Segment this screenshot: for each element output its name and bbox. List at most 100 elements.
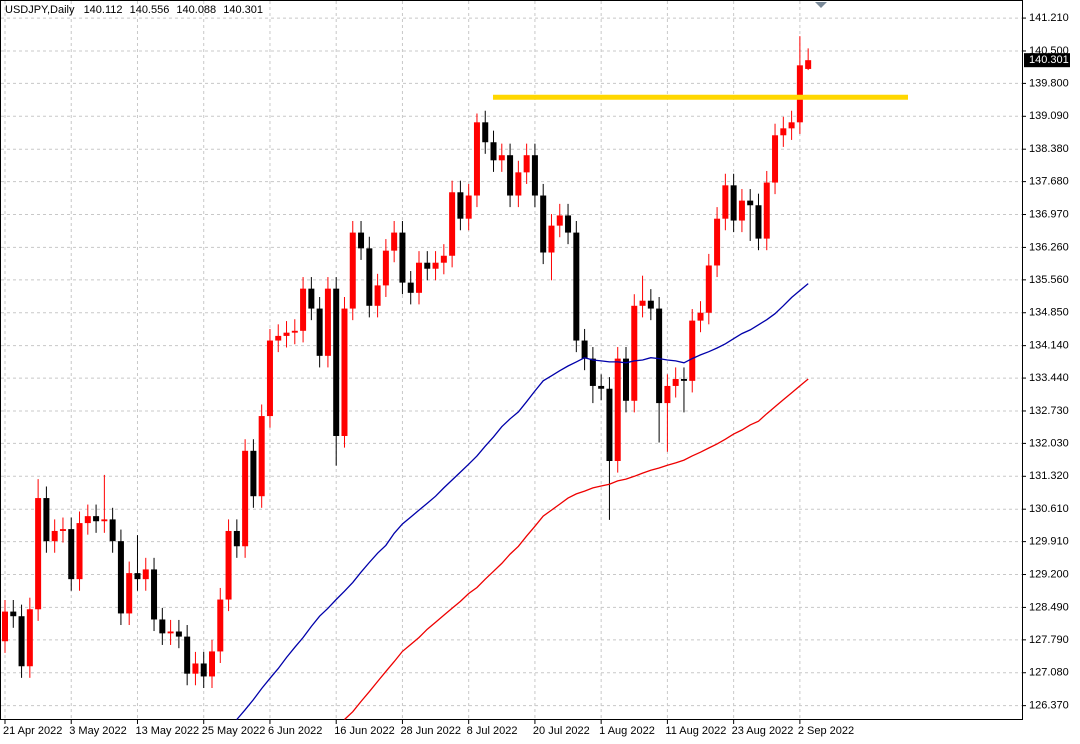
candle-body <box>738 200 745 221</box>
candle-body <box>109 519 116 542</box>
candle-body <box>689 320 696 381</box>
candle-body <box>672 378 679 386</box>
candle-body <box>209 651 215 677</box>
candle-body <box>43 498 50 542</box>
candle-body <box>324 288 331 356</box>
candle-body <box>399 232 406 283</box>
candle-body <box>93 516 100 522</box>
candle-body <box>142 569 149 580</box>
candle-body <box>482 122 489 143</box>
candle-body <box>258 416 265 497</box>
price-label: 140.301 <box>1029 54 1069 66</box>
candle-body <box>341 308 348 436</box>
candle-body <box>440 255 447 263</box>
candle-body <box>722 185 729 219</box>
candle-body <box>714 218 721 266</box>
candle-body <box>358 232 365 249</box>
candle-body <box>623 358 629 401</box>
candle-body <box>416 262 422 293</box>
candle-body <box>490 142 497 161</box>
x-tick-label: 1 Aug 2022 <box>599 725 655 737</box>
candle-body <box>614 358 621 462</box>
candle-body <box>308 288 315 309</box>
candle-body <box>159 619 166 634</box>
y-tick-label: 135.560 <box>1029 274 1069 286</box>
candle-body <box>473 122 480 196</box>
x-tick-label: 8 Jul 2022 <box>467 725 518 737</box>
candle-body <box>639 300 646 306</box>
candle-body <box>250 450 257 497</box>
candle-body <box>465 195 472 219</box>
candle-body <box>26 609 33 667</box>
candle-body <box>631 305 638 401</box>
candle-body <box>217 599 224 652</box>
moving-average-line <box>344 378 809 720</box>
x-tick-label: 25 May 2022 <box>202 725 266 737</box>
chart-title: USDJPY,Daily <box>5 4 75 16</box>
x-tick-label: 20 Jul 2022 <box>533 725 590 737</box>
candle-body <box>374 285 381 306</box>
y-tick-label: 129.200 <box>1029 568 1069 580</box>
y-tick-label: 133.440 <box>1029 372 1069 384</box>
candle-body <box>10 611 17 617</box>
y-tick-label: 128.490 <box>1029 601 1069 613</box>
marks <box>2 36 812 720</box>
candle-body <box>796 65 803 123</box>
y-tick-label: 127.790 <box>1029 634 1069 646</box>
candle-body <box>283 332 290 336</box>
y-tick-label: 136.260 <box>1029 241 1069 253</box>
candle-body <box>76 523 83 580</box>
candle-body <box>291 330 298 333</box>
candle-body <box>730 185 737 221</box>
y-tick-label: 139.800 <box>1029 77 1069 89</box>
candle-body <box>697 312 704 321</box>
y-tick-label: 134.850 <box>1029 307 1069 319</box>
candle-body <box>531 155 538 196</box>
candle-body <box>51 530 58 542</box>
candle-body <box>101 519 108 522</box>
candle-body <box>747 200 754 206</box>
candle-body <box>680 378 687 381</box>
shift-marker <box>815 2 827 8</box>
y-tick-label: 141.210 <box>1029 12 1069 24</box>
candle-body <box>556 215 563 226</box>
x-tick-label: 2 Sep 2022 <box>798 725 854 737</box>
y-tick-label: 131.320 <box>1029 470 1069 482</box>
y-tick-label: 127.080 <box>1029 667 1069 679</box>
candle-body <box>175 631 182 637</box>
candle-body <box>457 192 464 219</box>
candle-body <box>755 205 762 239</box>
candle-body <box>432 262 439 269</box>
candle-body <box>2 611 8 642</box>
candle-body <box>780 128 787 136</box>
candle-body <box>507 155 514 196</box>
candle-body <box>192 663 199 674</box>
y-tick-label: 130.610 <box>1029 503 1069 515</box>
candle-body <box>266 340 273 417</box>
candle-body <box>664 385 671 404</box>
candle-body <box>449 192 456 256</box>
y-tick-label: 132.730 <box>1029 405 1069 417</box>
y-tick-label: 137.680 <box>1029 176 1069 188</box>
candle-body <box>117 541 124 614</box>
candle-body <box>134 573 141 580</box>
y-tick-label: 136.970 <box>1029 208 1069 220</box>
moving-average-line <box>236 283 809 720</box>
candle-body <box>233 530 240 547</box>
candle-body <box>225 530 232 600</box>
last-low: 140.088 <box>176 4 216 16</box>
candle-body <box>300 288 307 331</box>
x-tick-label: 13 May 2022 <box>135 725 199 737</box>
x-tick-label: 11 Aug 2022 <box>665 725 726 737</box>
candle-body <box>656 308 663 404</box>
candle-body <box>407 282 414 293</box>
chart-header: USDJPY,Daily 140.112 140.556 140.088 140… <box>5 4 263 16</box>
candle-body <box>581 340 588 359</box>
candle-body <box>349 232 356 309</box>
y-tick-label: 129.910 <box>1029 536 1069 548</box>
x-tick-label: 3 May 2022 <box>69 725 126 737</box>
candle-body <box>68 529 75 580</box>
x-tick-label: 23 Aug 2022 <box>732 725 794 737</box>
candle-body <box>18 616 25 667</box>
